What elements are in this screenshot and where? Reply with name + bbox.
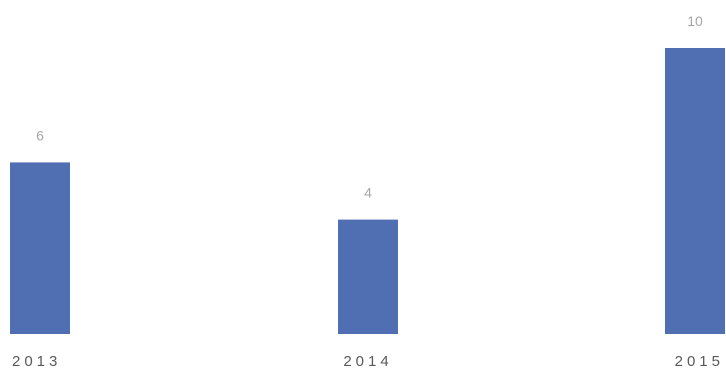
- value-labels-group: 6 4 10: [36, 13, 703, 201]
- bar-2013: [10, 162, 70, 334]
- data-label-2015: 10: [687, 13, 703, 29]
- x-axis-tick-labels: 2013 2014 2015: [12, 353, 724, 370]
- x-tick-label-2013: 2013: [12, 353, 61, 370]
- data-label-2014: 4: [364, 185, 372, 201]
- bars-group: [10, 48, 725, 334]
- bar-2015: [665, 48, 725, 334]
- x-tick-label-2014: 2014: [343, 353, 392, 370]
- data-label-2013: 6: [36, 127, 44, 143]
- x-tick-label-2015: 2015: [675, 353, 724, 370]
- bar-2014: [338, 219, 398, 334]
